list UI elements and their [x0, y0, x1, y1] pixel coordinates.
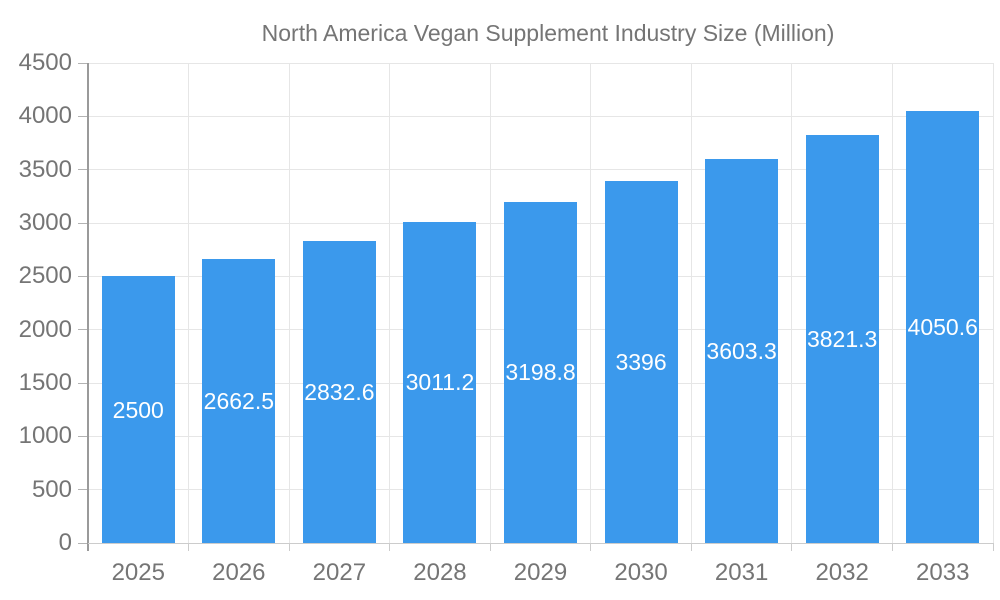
x-axis-tick: [690, 543, 692, 551]
legend[interactable]: North America Vegan Supplement Industry …: [0, 18, 1000, 48]
x-axis-tick-label: 2030: [614, 559, 668, 586]
bar-value-label: 2662.5: [203, 388, 275, 414]
y-axis-line: [87, 63, 89, 551]
x-axis-tick: [489, 543, 491, 551]
x-axis-tick-label: 2033: [916, 559, 970, 586]
bar-value-label: 3011.2: [405, 369, 475, 396]
x-axis-tick-label: 2029: [513, 559, 568, 586]
gridline-vertical: [188, 63, 190, 543]
bar-2027[interactable]: [302, 240, 376, 543]
bar-2031[interactable]: [705, 158, 779, 543]
gridline-vertical: [791, 63, 793, 543]
y-axis-tick: [78, 169, 88, 171]
bar-value-label: 3198.8: [505, 359, 576, 386]
y-axis-tick: [78, 275, 88, 277]
x-axis-line: [88, 543, 993, 544]
gridline-vertical: [992, 63, 994, 543]
x-axis-tick-label: 2027: [312, 559, 367, 586]
legend-swatch: [166, 22, 250, 45]
legend-label: North America Vegan Supplement Industry …: [261, 19, 835, 46]
bar-2025[interactable]: [101, 276, 175, 543]
bar-2030[interactable]: [604, 180, 678, 543]
bar-value-label: 4050.6: [907, 313, 978, 340]
bar-value-label: 2500: [112, 396, 164, 423]
y-axis-tick-label: 3500: [18, 155, 72, 183]
gridline-vertical: [690, 63, 692, 543]
gridline-horizontal: [88, 169, 993, 171]
bar-value-label: 3603.3: [706, 337, 777, 364]
bar-2028[interactable]: [403, 221, 477, 543]
x-axis-tick-label: 2026: [212, 559, 266, 586]
gridline-vertical: [590, 63, 592, 543]
y-axis-tick: [78, 542, 88, 544]
y-axis-tick: [78, 62, 88, 64]
gridline-vertical: [891, 63, 893, 543]
gridline-vertical: [489, 63, 491, 543]
y-axis-tick-label: 1500: [18, 369, 72, 396]
x-axis-tick: [891, 543, 893, 551]
y-axis-tick: [78, 329, 88, 331]
x-axis-tick-label: 2032: [815, 559, 869, 586]
gridline-horizontal: [88, 62, 993, 64]
x-axis-tick: [590, 543, 592, 551]
bar-2032[interactable]: [805, 135, 879, 543]
bar-2033[interactable]: [906, 110, 980, 543]
y-axis-tick-label: 4000: [18, 102, 72, 130]
bar-2026[interactable]: [202, 259, 276, 543]
gridline-vertical: [288, 63, 290, 543]
x-axis-tick-label: 2025: [111, 559, 165, 586]
y-axis-tick: [78, 382, 88, 384]
x-axis-tick-label: 2031: [714, 559, 769, 586]
bar-value-label: 3396: [615, 348, 667, 375]
gridline-vertical: [389, 63, 391, 543]
y-axis-tick-label: 1000: [18, 422, 72, 450]
bar-value-label: 2832.6: [304, 378, 375, 405]
x-axis-tick: [288, 543, 290, 551]
y-axis-tick-label: 3000: [18, 209, 72, 236]
y-axis-tick-label: 2000: [18, 315, 72, 343]
gridline-horizontal: [88, 115, 993, 117]
y-axis-tick: [78, 489, 88, 491]
x-axis-tick: [992, 543, 994, 551]
bar-value-label: 3821.3: [806, 326, 878, 353]
x-axis-tick: [188, 543, 190, 551]
y-axis-tick-label: 500: [31, 475, 72, 503]
y-axis-tick: [78, 222, 88, 224]
bar-2029[interactable]: [504, 201, 577, 543]
x-axis-tick: [791, 543, 793, 551]
x-axis-tick: [389, 543, 391, 551]
y-axis-tick-label: 2500: [18, 262, 72, 290]
y-axis-tick: [78, 435, 88, 437]
y-axis-tick-label: 0: [58, 529, 72, 556]
y-axis-tick: [78, 115, 88, 117]
y-axis-tick-label: 4500: [18, 49, 72, 76]
x-axis-tick-label: 2028: [413, 559, 467, 586]
